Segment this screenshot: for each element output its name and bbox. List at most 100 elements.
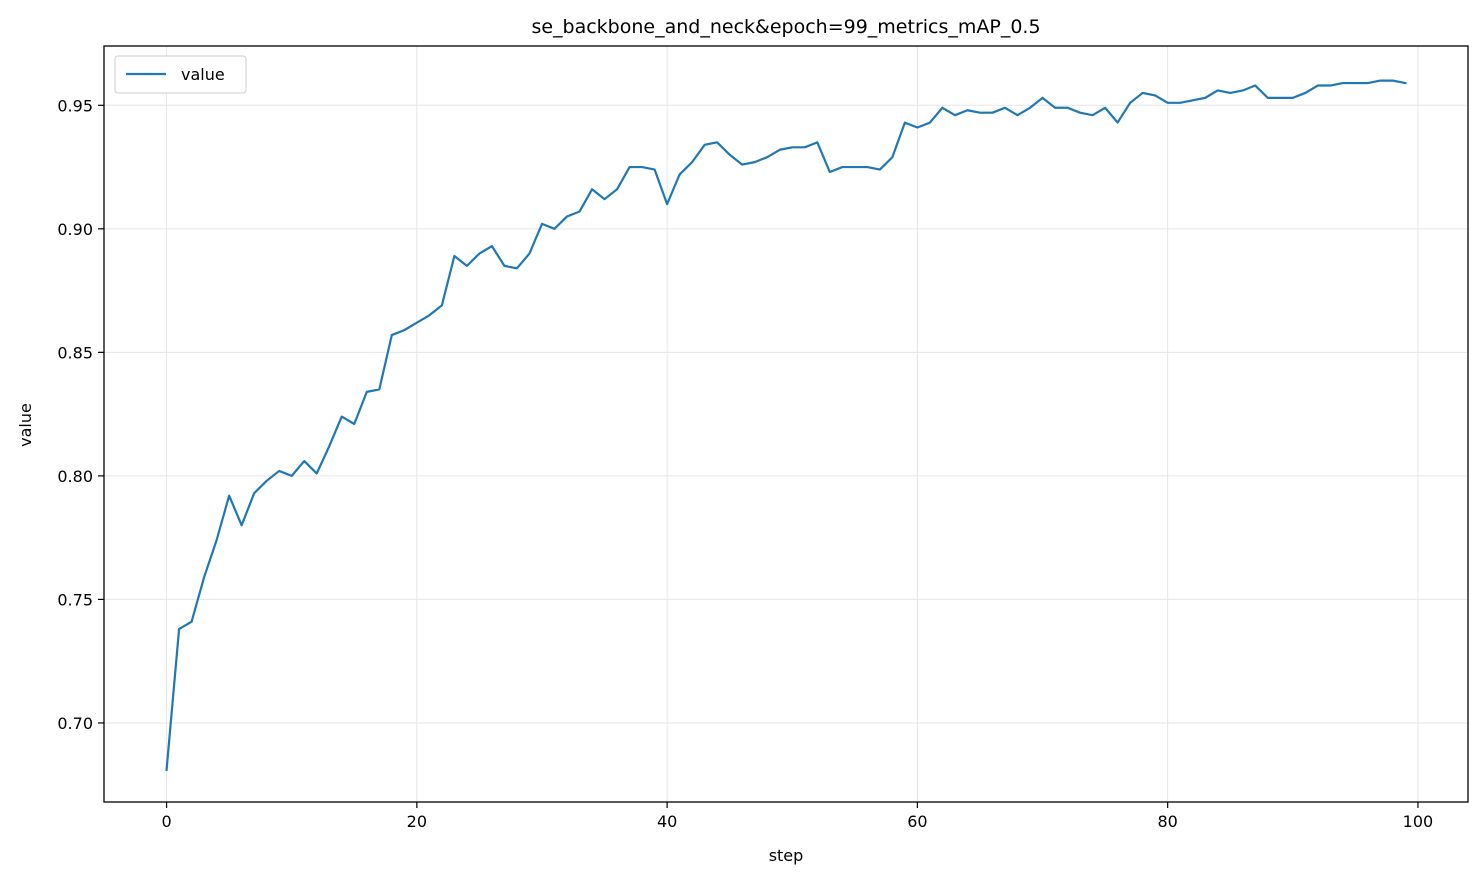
x-tick-label: 40 [657,812,677,831]
data-point [203,576,205,578]
data-point [766,156,768,158]
data-point [466,265,468,267]
data-point [166,769,168,771]
data-point [704,144,706,146]
data-point [1355,82,1357,84]
data-point [1242,90,1244,92]
legend: value [114,55,247,94]
data-point [1267,97,1269,99]
data-point [1192,100,1194,102]
plot-frame [103,45,1469,803]
data-point [829,171,831,173]
data-point [1254,85,1256,87]
data-point [616,188,618,190]
data-point [1079,112,1081,114]
data-point [191,621,193,623]
legend-box [114,55,247,94]
data-point [379,389,381,391]
x-tick-label: 100 [1403,812,1434,831]
data-point [1317,85,1319,87]
data-point [816,142,818,144]
y-axis-label: value [16,403,35,447]
data-point [1229,92,1231,94]
data-point [266,480,268,482]
data-point [1104,107,1106,109]
data-point [491,245,493,247]
chart-title: se_backbone_and_neck&epoch=99_metrics_mA… [531,16,1040,38]
data-point [691,161,693,163]
data-point [679,174,681,176]
data-point [929,122,931,124]
data-point [1204,97,1206,99]
data-point [604,198,606,200]
data-point [729,154,731,156]
data-point [641,166,643,168]
data-point [804,146,806,148]
data-point [1217,90,1219,92]
data-point [1292,97,1294,99]
data-point [1154,95,1156,97]
data-point [303,460,305,462]
data-point [904,122,906,124]
x-tick-label: 80 [1157,812,1177,831]
data-point [1017,114,1019,116]
data-point [892,156,894,158]
data-point [954,114,956,116]
data-point [1029,107,1031,109]
data-point [216,539,218,541]
y-tick-label: 0.70 [57,714,93,733]
data-point [429,314,431,316]
data-point [716,142,718,144]
data-point [754,161,756,163]
data-point [1342,82,1344,84]
x-axis-label: step [769,846,804,865]
y-tick-label: 0.95 [57,96,93,115]
data-point [328,445,330,447]
data-point [291,475,293,477]
data-point [992,112,994,114]
data-point [454,255,456,257]
y-tick-label: 0.75 [57,590,93,609]
data-point [479,253,481,255]
data-point [629,166,631,168]
data-point [854,166,856,168]
y-tick-label: 0.85 [57,343,93,362]
data-point [1142,92,1144,94]
data-point [1330,85,1332,87]
data-point [566,216,568,218]
data-point [516,268,518,270]
y-tick-label: 0.80 [57,467,93,486]
data-point [867,166,869,168]
data-point [579,211,581,213]
data-point [741,164,743,166]
data-point [1054,107,1056,109]
data-point [529,253,531,255]
series-layer [165,79,1407,772]
data-point [1167,102,1169,104]
grid [104,46,1468,802]
data-point [979,112,981,114]
data-point [241,524,243,526]
data-point [1042,97,1044,99]
data-point [591,188,593,190]
data-point [1279,97,1281,99]
data-point [779,149,781,151]
data-point [554,228,556,230]
data-point [1380,80,1382,82]
data-point [391,334,393,336]
data-point [1117,122,1119,124]
data-point [1305,92,1307,94]
data-point [416,322,418,324]
data-point [1367,82,1369,84]
data-point [1405,82,1407,84]
data-point [1129,102,1131,104]
data-point [316,473,318,475]
data-point [654,169,656,171]
data-point [879,169,881,171]
series-line-value [165,79,1407,772]
data-point [1392,80,1394,82]
y-tick-label: 0.90 [57,220,93,239]
data-point [178,628,180,630]
